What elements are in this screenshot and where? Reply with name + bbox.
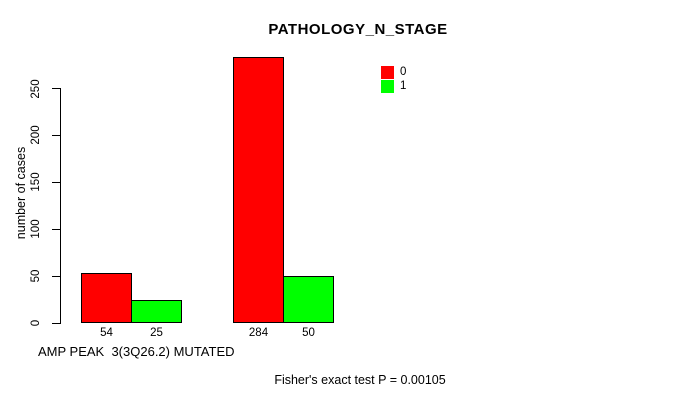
y-tick-mark: [52, 275, 60, 277]
bar-series-1-group-1: [131, 299, 182, 324]
bar-series-1-group-2: [283, 276, 334, 324]
y-axis-label: number of cases: [14, 146, 28, 240]
legend-label: 1: [400, 79, 407, 92]
bar-value-label: 25: [150, 327, 163, 339]
legend-swatch: [381, 65, 394, 79]
y-tick-label: 150: [30, 172, 42, 192]
chart-title: PATHOLOGY_N_STAGE: [268, 21, 448, 38]
bar-series-0-group-1: [81, 272, 132, 324]
bar-value-label: 50: [302, 327, 315, 339]
y-tick-label: 250: [30, 78, 42, 99]
legend-swatch: [381, 79, 394, 93]
legend-entry-1: 1: [381, 79, 406, 93]
y-tick-label: 200: [30, 125, 42, 146]
legend-entry-0: 0: [381, 65, 406, 79]
bar-value-label: 54: [100, 327, 113, 339]
y-tick-label: 0: [30, 320, 42, 327]
y-tick-label: 100: [30, 219, 42, 239]
y-tick-mark: [52, 322, 60, 324]
bar-value-label: 284: [248, 327, 269, 339]
x-axis-label: AMP PEAK 3(3Q26.2) MUTATED: [38, 344, 235, 359]
y-axis-line: [60, 88, 61, 324]
y-tick-label: 50: [30, 269, 42, 283]
y-tick-mark: [52, 228, 60, 230]
bar-series-0-group-2: [233, 56, 284, 324]
y-tick-mark: [52, 181, 60, 183]
fisher-test-annotation: Fisher's exact test P = 0.00105: [274, 373, 446, 387]
y-tick-mark: [52, 88, 60, 89]
legend-label: 0: [400, 65, 407, 78]
y-tick-mark: [52, 134, 60, 136]
